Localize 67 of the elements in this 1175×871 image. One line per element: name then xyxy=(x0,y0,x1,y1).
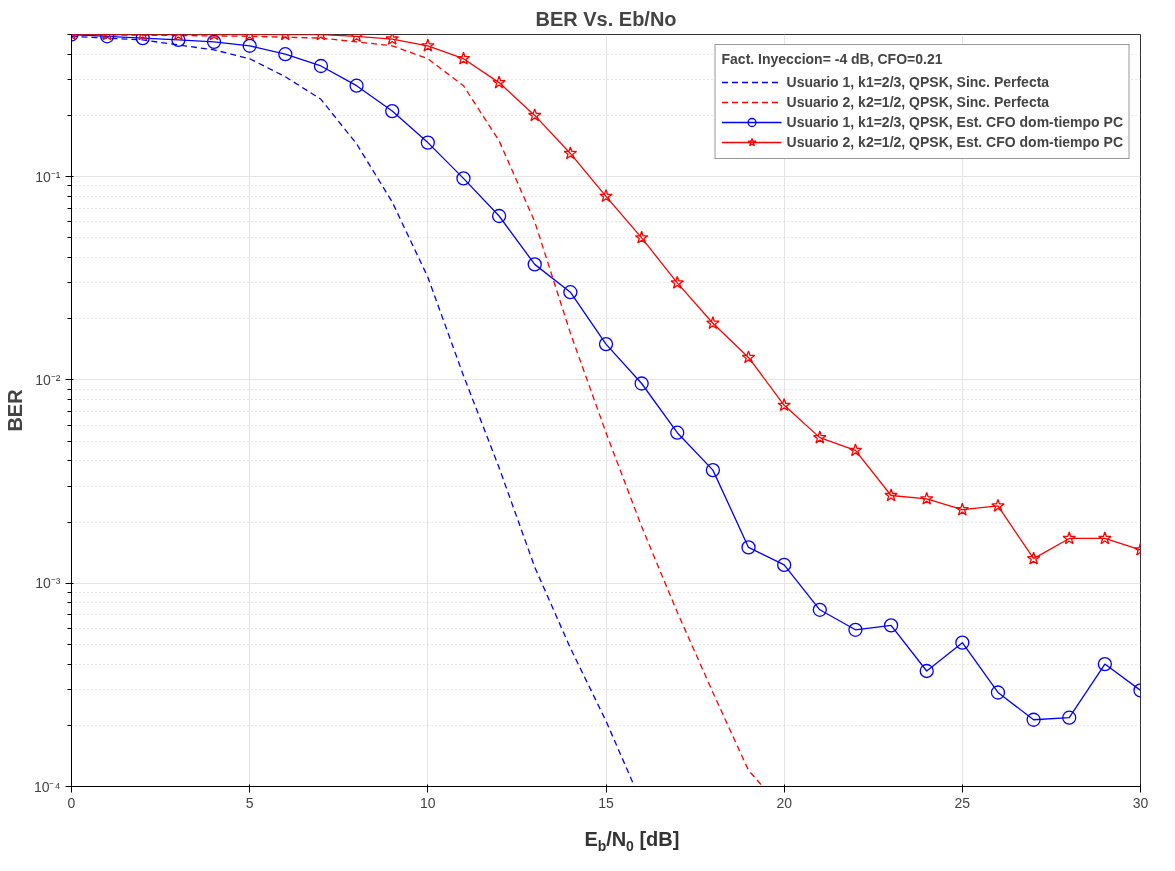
point xyxy=(919,491,934,505)
point xyxy=(884,488,898,502)
legend-title: Fact. Inyeccion= -4 dB, CFO=0.21 xyxy=(721,51,944,67)
point xyxy=(777,398,791,412)
point xyxy=(456,171,471,186)
point xyxy=(812,430,827,444)
point xyxy=(491,208,507,224)
chart-title: BER Vs. Eb/No xyxy=(535,7,677,30)
point xyxy=(955,635,970,650)
y-tick-label: 10⁻² xyxy=(35,371,61,388)
point xyxy=(670,425,685,440)
point xyxy=(242,38,257,53)
point xyxy=(171,34,186,48)
point xyxy=(1098,531,1112,545)
point xyxy=(492,75,506,89)
point xyxy=(634,230,649,244)
point xyxy=(385,34,400,45)
point xyxy=(1062,710,1077,725)
legend-label: Usuario 1, k1=2/3, QPSK, Sinc. Perfecta xyxy=(786,74,1050,90)
point xyxy=(991,498,1005,512)
point xyxy=(420,135,435,150)
point xyxy=(206,34,222,49)
point xyxy=(1026,712,1041,727)
point xyxy=(741,350,756,364)
point xyxy=(634,376,649,391)
point xyxy=(990,685,1006,700)
x-tick-label: 0 xyxy=(67,794,76,811)
point xyxy=(848,622,863,637)
legend-label: Usuario 1, k1=2/3, QPSK, Est. CFO dom-tiempo PC xyxy=(786,114,1123,130)
point xyxy=(1097,656,1113,672)
y-tick-label: 10⁻⁴ xyxy=(33,778,61,795)
point xyxy=(598,336,614,352)
point xyxy=(848,443,863,457)
point xyxy=(421,38,435,52)
legend-label: Usuario 2, k2=1/2, QPSK, Est. CFO dom-tiempo PC xyxy=(786,134,1123,150)
point xyxy=(135,34,150,46)
point xyxy=(527,108,542,122)
point xyxy=(278,47,293,62)
x-tick-label: 20 xyxy=(776,794,793,811)
y-tick-label: 10⁻³ xyxy=(35,575,61,592)
point xyxy=(385,103,400,119)
y-axis-title: BER xyxy=(3,388,26,432)
point xyxy=(349,78,364,93)
legend-label: Usuario 2, k2=1/2, QPSK, Sinc. Perfecta xyxy=(786,94,1050,110)
x-tick-label: 25 xyxy=(954,794,971,811)
point xyxy=(599,189,613,203)
point xyxy=(812,602,827,617)
x-tick-label: 30 xyxy=(1132,794,1149,811)
point xyxy=(527,257,542,272)
point xyxy=(777,557,792,573)
point xyxy=(705,462,721,478)
point xyxy=(883,618,899,633)
x-tick-label: 10 xyxy=(420,794,436,811)
point xyxy=(1062,531,1077,545)
point xyxy=(706,316,720,330)
y-tick-label: 10⁻¹ xyxy=(35,168,61,185)
point xyxy=(955,502,970,516)
point xyxy=(563,146,578,160)
point xyxy=(919,663,934,679)
point xyxy=(563,285,578,300)
point xyxy=(313,58,329,74)
x-tick-label: 5 xyxy=(245,794,254,811)
point xyxy=(670,275,685,289)
point xyxy=(741,540,756,555)
x-tick-label: 15 xyxy=(598,794,614,811)
point xyxy=(456,51,471,65)
point xyxy=(1026,551,1041,565)
